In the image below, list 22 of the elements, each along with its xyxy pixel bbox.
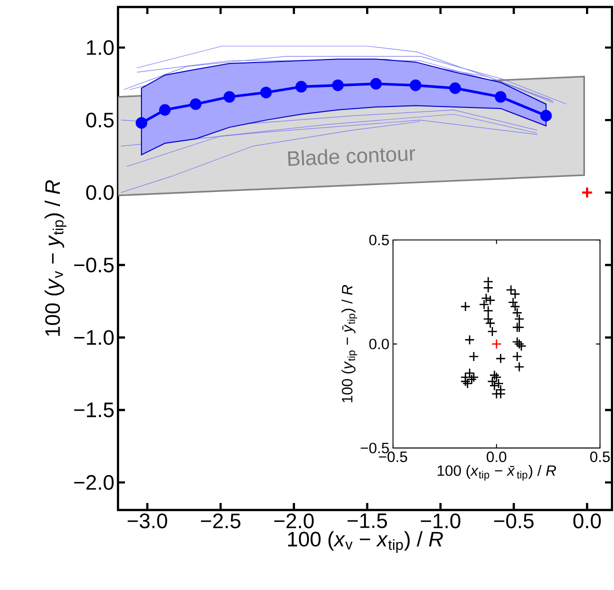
y-tick-label: −0.5: [360, 442, 389, 454]
x-tick-label: −0.5: [494, 514, 534, 528]
x-tick-label: 0.0: [573, 514, 601, 528]
y-tick-label: 1.0: [86, 40, 114, 55]
x-axis-title: 100 (x$_{v}$ − x$_{tip}$) / R: [288, 531, 443, 553]
x-tick-label: 0.0: [486, 452, 506, 462]
y-tick-label: −1.5: [74, 402, 114, 418]
x-tick-label: −3.0: [128, 514, 168, 528]
x-tick-label: −2.0: [274, 514, 314, 528]
legend-label: Blade contour: [288, 148, 416, 166]
y-tick-label: −0.5: [74, 258, 114, 272]
x-tick-label: −0.5: [378, 452, 408, 462]
y-tick-label: 0.5: [369, 234, 389, 246]
y-tick-label: −1.0: [74, 330, 114, 345]
x-tick-label: −2.5: [200, 514, 240, 528]
y-tick-label: 0.5: [86, 112, 114, 128]
y-tick-label: 0.0: [86, 185, 114, 200]
y-tick-label: −2.0: [74, 475, 114, 490]
y-tick-label: 0.0: [369, 338, 389, 350]
x-tick-label: 0.5: [590, 452, 610, 462]
x-axis-title: 100 (x$_{tip}$ − x̄$_{tip}$) / R: [438, 464, 556, 481]
x-tick-label: −1.0: [420, 514, 460, 528]
